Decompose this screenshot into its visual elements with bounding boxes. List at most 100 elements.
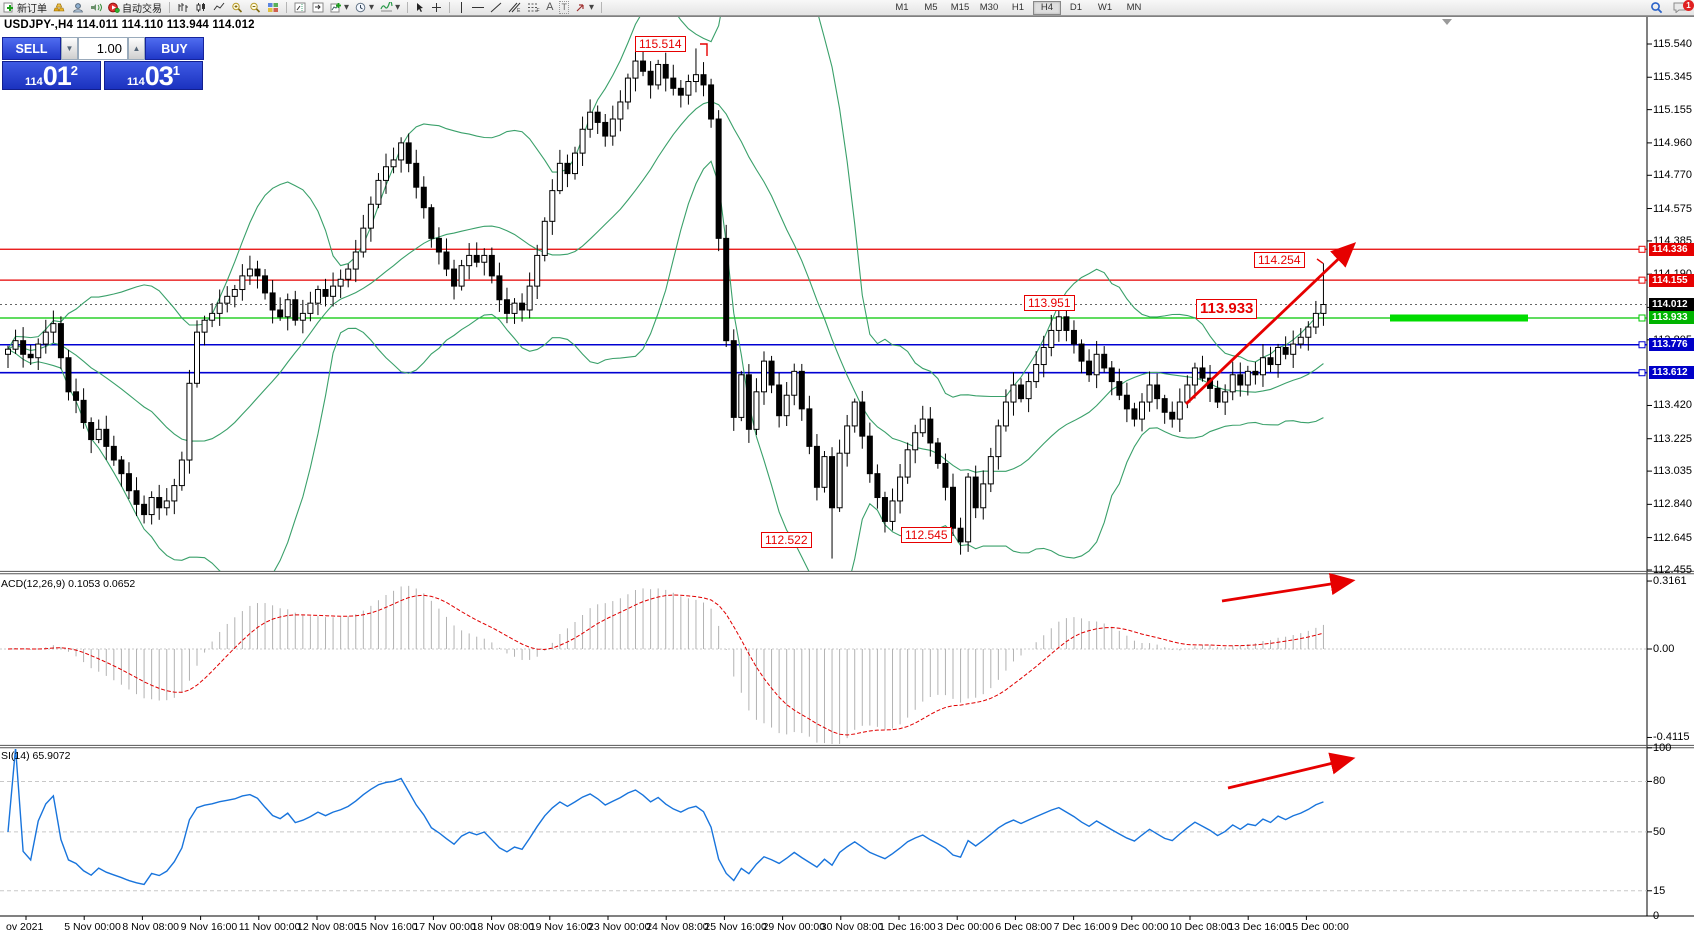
time-label: 15 Nov 16:00	[355, 921, 418, 933]
timeframe-m5[interactable]: M5	[924, 2, 938, 13]
sell-button[interactable]: SELL	[2, 37, 61, 60]
period-button[interactable]: ▾	[354, 1, 375, 14]
indicators-button[interactable]: ▾	[379, 1, 401, 14]
fibonacci-icon: F	[528, 3, 540, 13]
zoom-in-button[interactable]	[230, 1, 244, 14]
signal-button[interactable]	[89, 1, 103, 14]
contacts-icon	[73, 3, 83, 13]
auto-scroll-button[interactable]	[311, 1, 325, 14]
horizontal-line-icon	[472, 7, 485, 8]
time-label: 24 Nov 08:00	[646, 921, 709, 933]
chart-shift-button[interactable]	[293, 1, 307, 14]
timeframe-h1[interactable]: H1	[1011, 2, 1025, 13]
macd-tick: -0.4115	[1653, 731, 1690, 744]
price-annotation[interactable]: 114.254	[1254, 252, 1305, 268]
new-chart-icon	[330, 3, 341, 13]
notifications-button[interactable]: 1	[1672, 0, 1694, 14]
signal-icon	[91, 3, 102, 12]
price-tick: 113.420	[1653, 399, 1692, 412]
toolbar-separator	[600, 2, 602, 13]
price-tick: 112.840	[1653, 498, 1692, 511]
volume-decrease-button[interactable]: ▼	[61, 37, 78, 60]
price-tag: 113.933	[1649, 311, 1694, 325]
buy-price-point: 1	[172, 63, 181, 78]
search-button[interactable]	[1649, 1, 1664, 14]
time-label: 7 Dec 16:00	[1053, 921, 1111, 933]
tile-windows-button[interactable]	[266, 1, 280, 14]
clock-icon	[355, 2, 366, 13]
text-a-icon: A	[546, 1, 554, 13]
label-t-icon: T	[559, 1, 569, 14]
macd-label: ACD(12,26,9) 0.1053 0.0652	[1, 578, 136, 590]
gold-button[interactable]	[52, 1, 67, 14]
price-tick: 114.575	[1653, 202, 1692, 215]
trade-panel-row-top: SELL ▼ ▲ BUY	[2, 37, 204, 60]
gold-icon	[53, 3, 65, 12]
toolbar-left-group: 新订单 自动交易 ▾ ▾ ▾ E	[2, 1, 604, 15]
timeframe-m30[interactable]: M30	[979, 2, 999, 13]
timeframe-m1[interactable]: M1	[895, 2, 909, 13]
toolbar-separator	[407, 2, 409, 13]
chart-bars-button[interactable]	[176, 1, 190, 14]
price-tag: 113.776	[1649, 338, 1694, 352]
svg-text:E: E	[517, 8, 521, 13]
fibonacci-tool-button[interactable]: F	[526, 1, 541, 14]
chart-candles-button[interactable]	[194, 1, 208, 14]
crosshair-tool-button[interactable]	[430, 1, 443, 14]
cursor-tool-button[interactable]	[414, 1, 426, 14]
timeframe-mn[interactable]: MN	[1126, 2, 1142, 13]
chart-line-button[interactable]	[212, 1, 226, 14]
time-label: 13 Dec 16:00	[1228, 921, 1291, 933]
channel-tool-button[interactable]: E	[507, 1, 522, 14]
volume-increase-button[interactable]: ▲	[128, 37, 145, 60]
timeframe-h4[interactable]: H4	[1033, 1, 1061, 15]
time-label: 17 Nov 00:00	[413, 921, 476, 933]
autotrade-button[interactable]: 自动交易	[107, 1, 163, 15]
timeframe-d1[interactable]: D1	[1069, 2, 1083, 13]
collapse-arrow-icon[interactable]	[1442, 19, 1452, 25]
text-tool-button[interactable]: A	[545, 1, 554, 14]
price-annotation[interactable]: 113.933	[1196, 299, 1258, 319]
time-label: 25 Nov 16:00	[704, 921, 767, 933]
buy-button[interactable]: BUY	[145, 37, 204, 60]
price-annotation[interactable]: 112.522	[761, 532, 812, 548]
zoom-out-button[interactable]	[248, 1, 262, 14]
timeframe-group: M1 M5 M15 M30 H1 H4 D1 W1 MN	[888, 1, 1148, 15]
contacts-button[interactable]	[71, 1, 85, 14]
price-tick: 115.540	[1653, 38, 1692, 50]
dropdown-caret-icon: ▾	[395, 2, 401, 13]
time-label: 30 Nov 08:00	[820, 921, 884, 933]
arrows-tool-button[interactable]: ▾	[574, 1, 595, 14]
buy-price-box[interactable]: 114 03 1	[104, 61, 203, 90]
buy-price-figure: 114	[126, 76, 145, 88]
rsi-tick: 15	[1653, 884, 1666, 897]
time-label: 3 Dec 00:00	[937, 921, 994, 933]
timeframe-m15[interactable]: M15	[950, 2, 970, 13]
new-order-label: 新订单	[17, 4, 47, 15]
price-tick: 113.225	[1653, 432, 1692, 445]
zoom-out-icon	[250, 2, 261, 13]
price-annotation[interactable]: 112.545	[901, 527, 952, 543]
rsi-tick: 0	[1653, 910, 1660, 922]
trendline-tool-button[interactable]	[489, 1, 503, 14]
rsi-tick: 80	[1653, 775, 1666, 788]
time-label: 29 Nov 00:00	[762, 921, 826, 933]
rsi-tick: 50	[1653, 825, 1666, 838]
label-tool-button[interactable]: T	[558, 1, 570, 14]
hline-tool-button[interactable]	[471, 1, 485, 14]
vline-tool-button[interactable]	[456, 1, 467, 14]
bar-chart-icon	[178, 3, 188, 12]
volume-input[interactable]	[79, 41, 127, 56]
time-label: 18 Nov 08:00	[471, 921, 535, 933]
new-order-button[interactable]: 新订单	[2, 1, 48, 15]
price-annotation[interactable]: 115.514	[635, 36, 686, 52]
cursor-icon	[417, 3, 424, 12]
price-annotation[interactable]: 113.951	[1024, 295, 1075, 311]
price-tag: 113.612	[1649, 366, 1694, 380]
timeframe-w1[interactable]: W1	[1097, 2, 1113, 13]
sell-price-box[interactable]: 114 01 2	[2, 61, 101, 90]
time-label: 12 Nov 08:00	[297, 921, 360, 933]
new-chart-button[interactable]: ▾	[329, 1, 350, 14]
autotrade-icon	[108, 2, 120, 13]
